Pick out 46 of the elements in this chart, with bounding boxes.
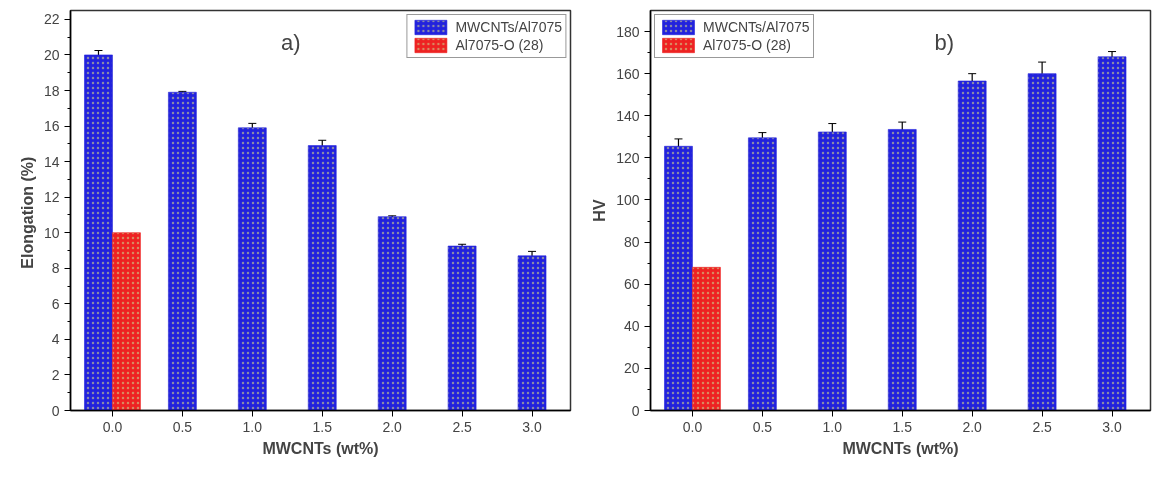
x-tick-label: 0.0 — [102, 418, 123, 435]
y-tick-label: 160 — [616, 65, 640, 82]
y-tick-label: 100 — [616, 191, 640, 208]
x-tick-label: 1.0 — [242, 418, 263, 435]
x-tick-label: 2.0 — [962, 418, 983, 435]
x-tick-label: 2.5 — [452, 418, 473, 435]
x-tick-label: 0.5 — [752, 418, 773, 435]
x-tick-label: 3.0 — [522, 418, 542, 435]
x-tick-label: 0.5 — [172, 418, 193, 435]
y-axis-title: HV — [591, 199, 609, 222]
x-tick-label: 1.5 — [312, 418, 333, 435]
y-tick-label: 2 — [51, 366, 60, 383]
y-tick-label: 40 — [623, 318, 640, 335]
y-tick-label: 60 — [623, 276, 640, 293]
annotation: b) — [934, 29, 954, 55]
legend-label: MWCNTs/Al7075 — [703, 19, 810, 35]
y-tick-label: 12 — [43, 189, 60, 206]
y-tick-label: 80 — [623, 234, 640, 251]
y-tick-label: 120 — [616, 149, 640, 166]
y-tick-label: 20 — [623, 360, 640, 377]
y-tick-label: 8 — [51, 260, 60, 277]
x-axis-title: MWCNTs (wt%) — [842, 439, 959, 457]
y-tick-label: 6 — [51, 295, 60, 312]
y-tick-label: 22 — [43, 11, 60, 28]
y-tick-label: 10 — [43, 224, 60, 241]
x-tick-label: 3.0 — [1102, 418, 1122, 435]
y-tick-label: 4 — [51, 331, 60, 348]
x-tick-label: 0.0 — [682, 418, 703, 435]
y-tick-label: 16 — [43, 118, 60, 135]
y-tick-label: 18 — [43, 82, 60, 99]
legend-label: Al7075-O (28) — [455, 37, 544, 53]
x-axis-title: MWCNTs (wt%) — [262, 439, 379, 457]
legend-label: MWCNTs/Al7075 — [455, 19, 562, 35]
y-tick-label: 14 — [43, 153, 60, 170]
x-tick-label: 1.5 — [892, 418, 913, 435]
y-tick-label: 20 — [43, 46, 60, 63]
legend-label: Al7075-O (28) — [703, 37, 791, 53]
x-tick-label: 2.5 — [1032, 418, 1053, 435]
y-tick-label: 180 — [616, 23, 640, 40]
x-tick-label: 1.0 — [822, 418, 843, 435]
y-tick-label: 140 — [616, 107, 640, 124]
y-tick-label: 0 — [51, 402, 60, 419]
x-tick-label: 2.0 — [382, 418, 403, 435]
y-axis-title: Elongation (%) — [18, 156, 36, 269]
annotation: a) — [281, 29, 301, 55]
y-tick-label: 0 — [631, 402, 640, 419]
